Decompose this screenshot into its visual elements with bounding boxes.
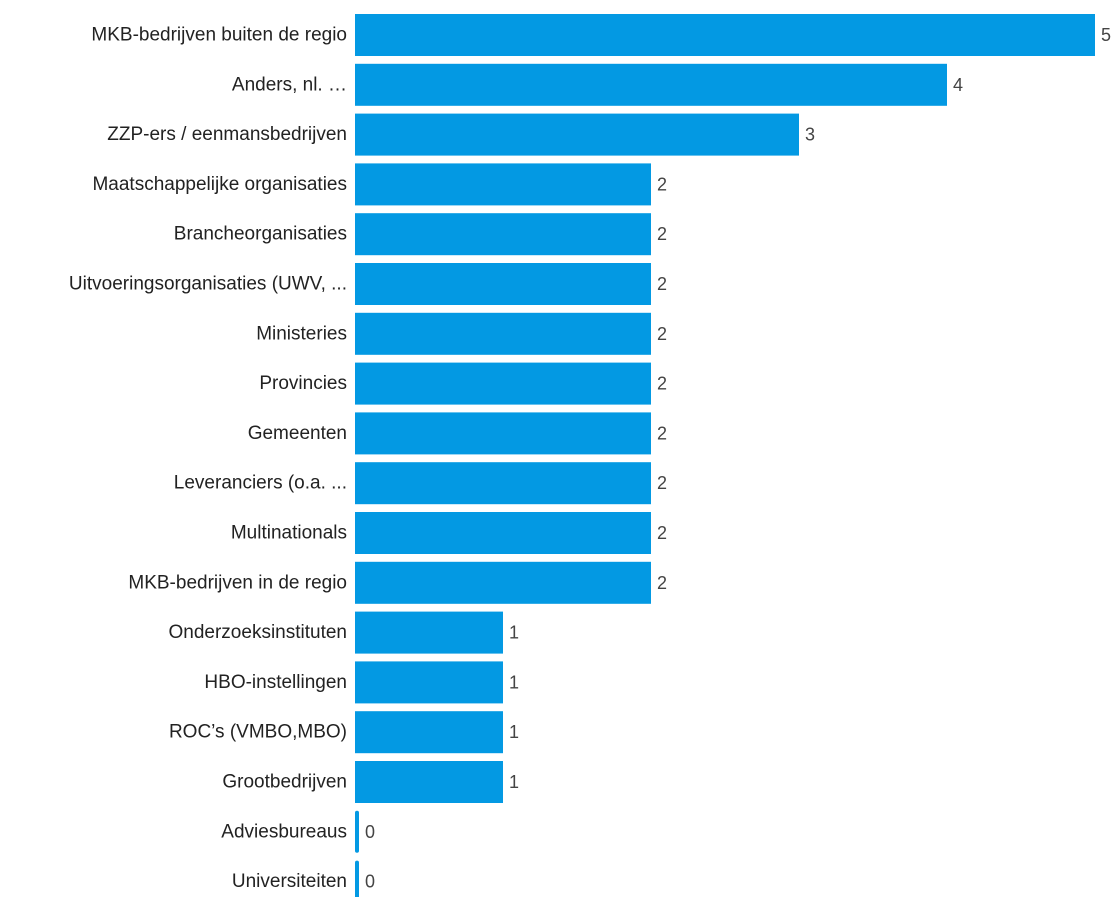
bar (355, 661, 503, 704)
value-label: 1 (509, 672, 519, 692)
bar (355, 462, 651, 505)
category-label: Provincies (259, 373, 347, 394)
bar (355, 63, 947, 106)
value-labels: 5 4 3 2 2 2 2 2 2 2 2 2 1 1 1 1 0 0 (365, 25, 1111, 892)
bar (355, 860, 359, 897)
value-label: 4 (953, 75, 963, 95)
bar (355, 14, 1095, 56)
bar (355, 113, 799, 156)
value-label: 2 (657, 423, 667, 443)
bar (355, 711, 503, 754)
bar (355, 512, 651, 554)
bars (355, 14, 1095, 897)
value-label: 2 (657, 174, 667, 194)
category-label: MKB-bedrijven in de regio (128, 572, 347, 593)
category-label: Ministeries (256, 323, 347, 344)
category-label: MKB-bedrijven buiten de regio (91, 25, 347, 46)
bar (355, 761, 503, 803)
value-label: 2 (657, 274, 667, 294)
category-label: Universiteiten (232, 871, 347, 892)
value-label: 1 (509, 772, 519, 792)
value-label: 3 (805, 125, 815, 145)
value-label: 2 (657, 523, 667, 543)
category-label: ZZP-ers / eenmansbedrijven (107, 124, 347, 145)
bar (355, 213, 651, 256)
category-label: Adviesbureaus (221, 821, 347, 842)
value-label: 5 (1101, 25, 1111, 45)
bar (355, 810, 359, 853)
value-label: 0 (365, 822, 375, 842)
value-label: 1 (509, 623, 519, 643)
bar (355, 362, 651, 405)
value-label: 0 (365, 872, 375, 892)
category-label: Leveranciers (o.a. ... (174, 473, 347, 494)
category-label: HBO-instellingen (204, 672, 347, 693)
category-label: Grootbedrijven (222, 772, 347, 793)
value-label: 2 (657, 374, 667, 394)
value-label: 1 (509, 722, 519, 742)
category-label: Multinationals (231, 523, 347, 544)
value-label: 2 (657, 224, 667, 244)
category-label: Gemeenten (248, 423, 347, 444)
category-labels: MKB-bedrijven buiten de regio Anders, nl.… (69, 25, 347, 893)
category-label: Anders, nl. … (232, 74, 347, 95)
value-label: 2 (657, 473, 667, 493)
bar (355, 312, 651, 355)
bar (355, 412, 651, 455)
bar (355, 561, 651, 604)
category-label: ROC’s (VMBO,MBO) (169, 722, 347, 743)
category-label: Maatschappelijke organisaties (92, 174, 347, 195)
category-label: Onderzoeksinstituten (169, 622, 348, 643)
category-label: Uitvoeringsorganisaties (UWV, ... (69, 274, 347, 295)
value-label: 2 (657, 324, 667, 344)
bar (355, 611, 503, 654)
bar (355, 263, 651, 305)
value-label: 2 (657, 573, 667, 593)
category-label: Brancheorganisaties (174, 224, 347, 245)
bar (355, 163, 651, 206)
